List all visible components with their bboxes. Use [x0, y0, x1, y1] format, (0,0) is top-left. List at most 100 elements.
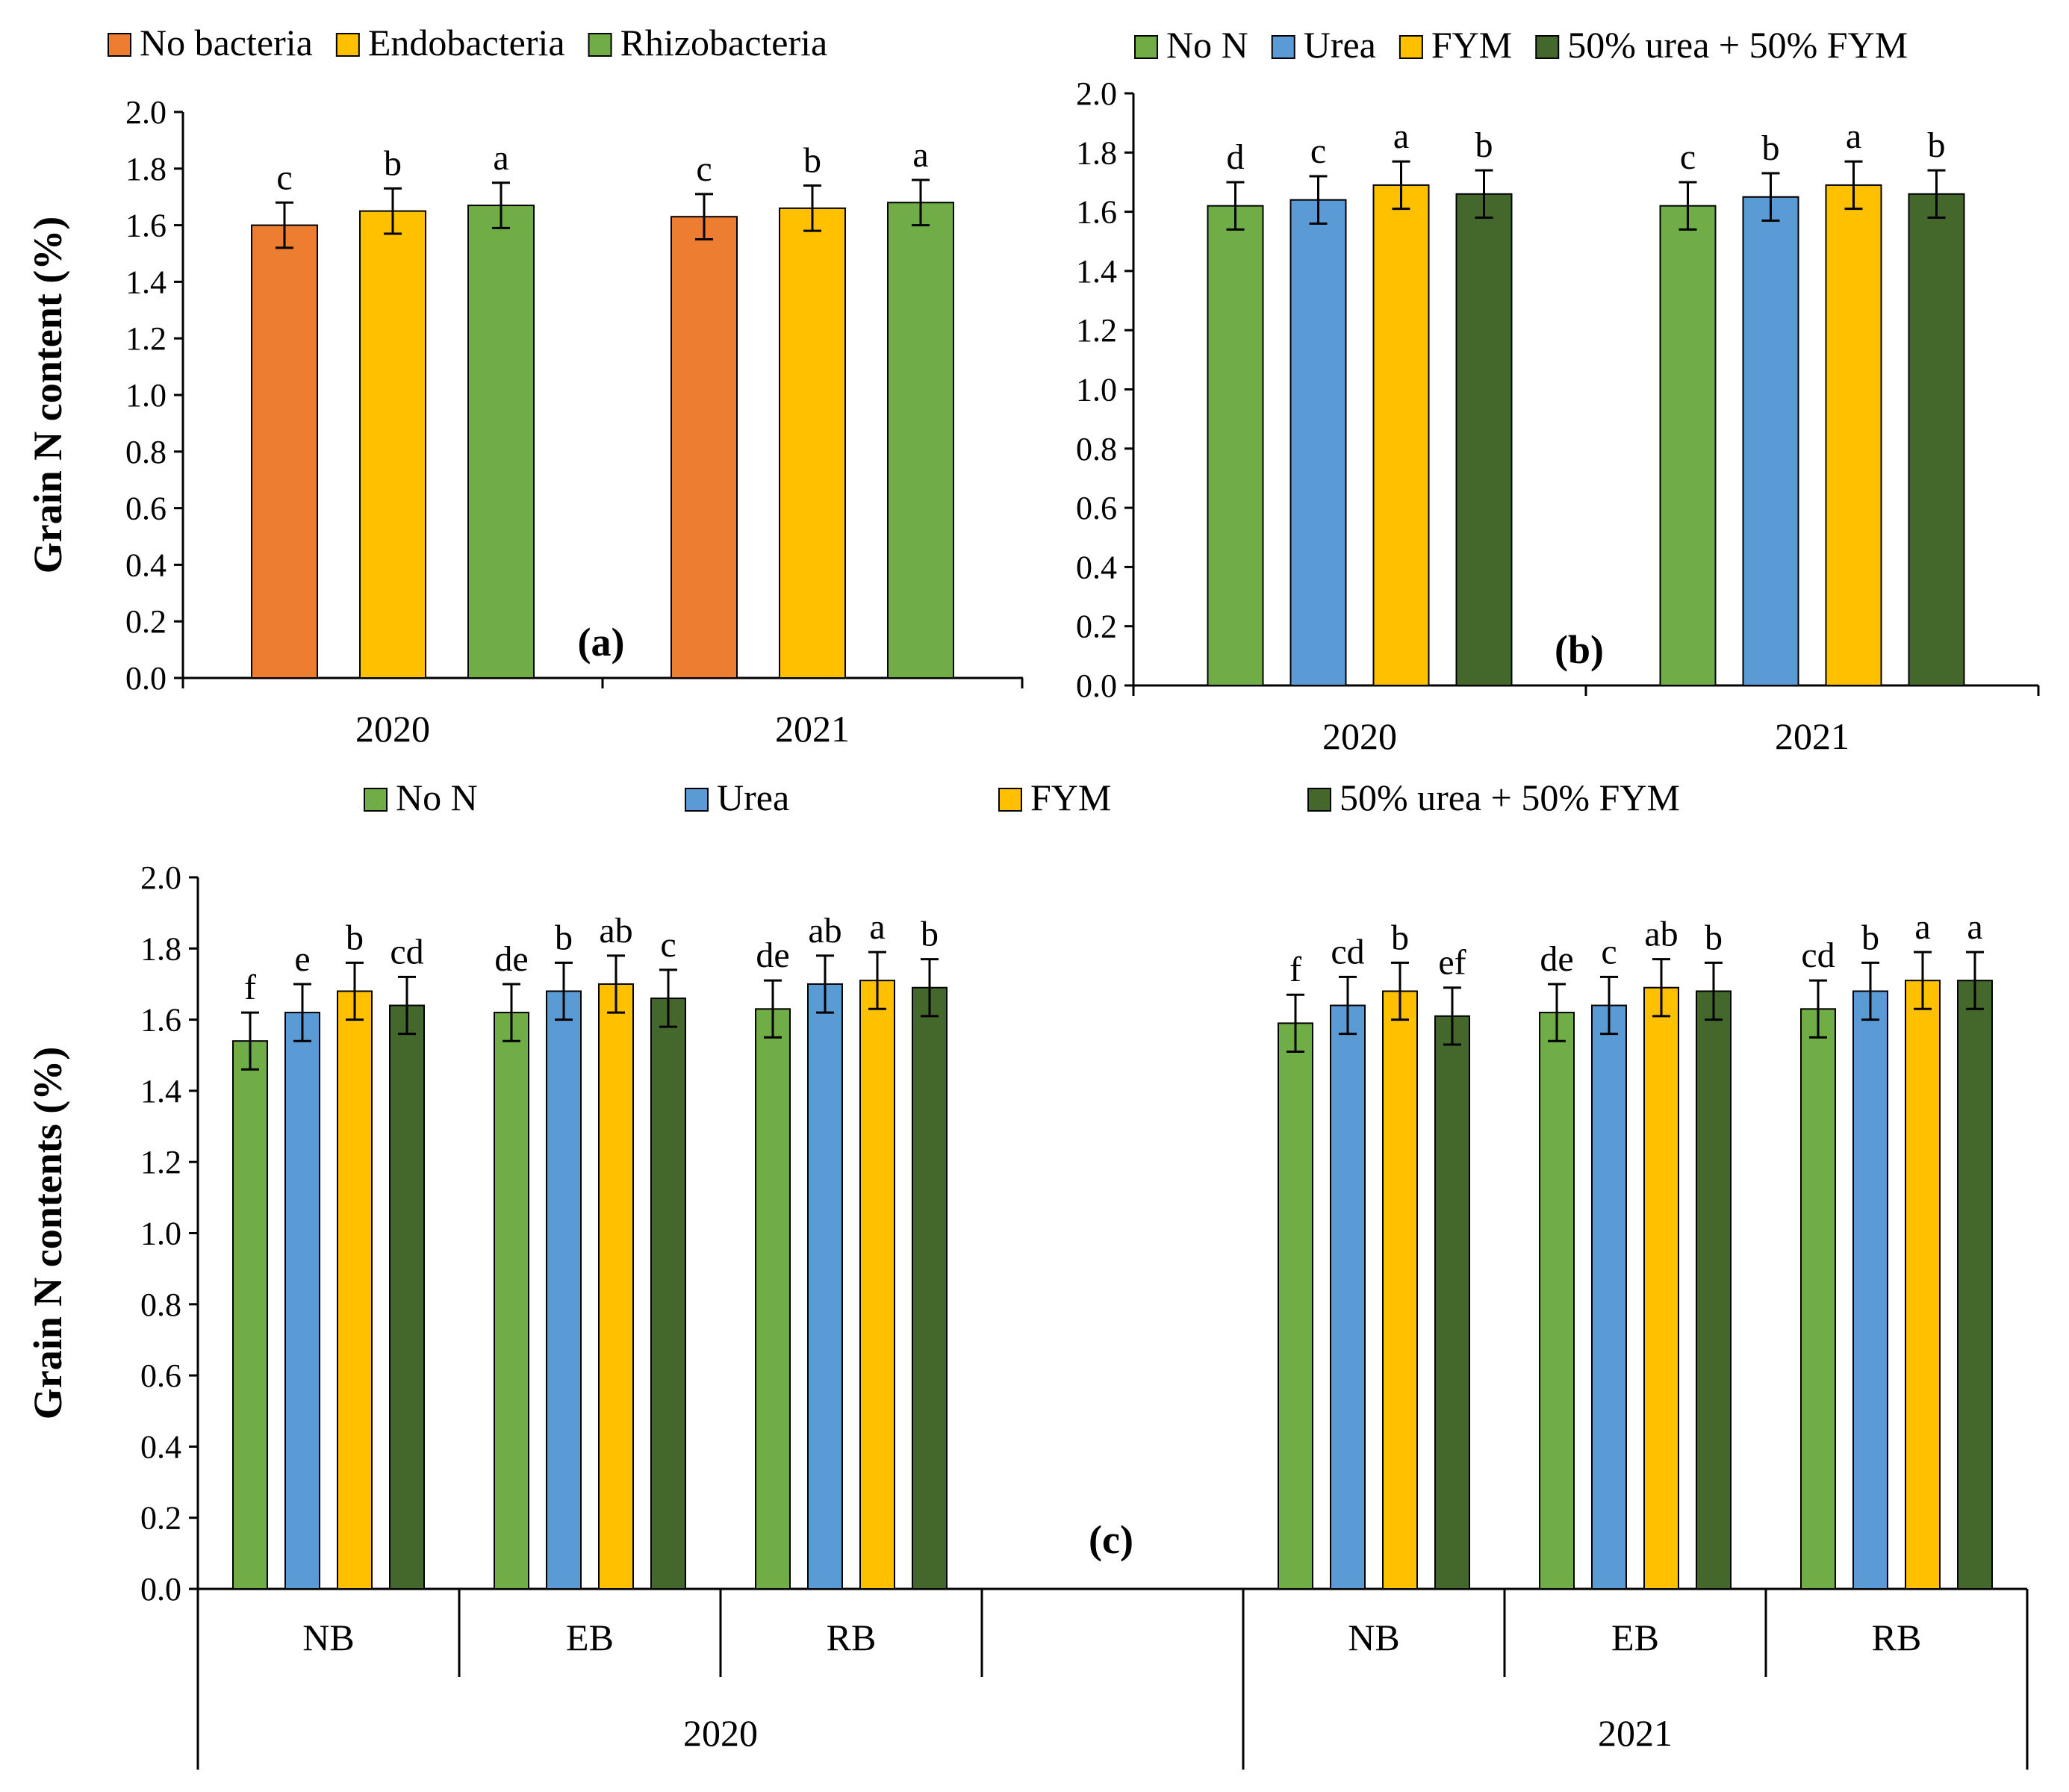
significance-letter: e [294, 939, 310, 979]
bar [1957, 980, 1993, 1590]
y-tick-label: 0.4 [1076, 549, 1117, 585]
legend-swatch [364, 788, 388, 812]
bar [1539, 1012, 1575, 1590]
bar [359, 210, 426, 679]
x-category-label: 2020 [355, 708, 430, 750]
chart-panel-c: 0.0 0.2 0.4 0.6 0.8 1.0 1.2 1.4 1.6 1.8 2.0 Grain N… [25, 777, 2029, 1770]
y-tick-label: 0.4 [140, 1428, 181, 1465]
y-tick-label: 0.6 [125, 491, 167, 527]
significance-letter: a [1846, 116, 1861, 156]
x-category-label: RB [1872, 1617, 1922, 1658]
significance-letter: b [1861, 918, 1879, 957]
bar [1696, 990, 1732, 1590]
significance-letter: cd [1801, 936, 1835, 975]
y-tick-label: 1.0 [140, 1216, 181, 1252]
bar [1207, 205, 1264, 687]
legend-label: Rhizobacteria [620, 22, 828, 63]
legend-label: 50% urea + 50% FYM [1340, 777, 1680, 818]
bar [232, 1040, 268, 1590]
bar [1643, 986, 1679, 1590]
y-tick-label: 0.2 [125, 603, 167, 640]
legend-swatch [1134, 35, 1158, 59]
significance-letter: b [921, 915, 939, 954]
chart-panel-a: 0.0 0.2 0.4 0.6 0.8 1.0 1.2 1.4 1.6 1.8 2.0 Grain N… [25, 22, 1024, 750]
y-tick-label: 0.8 [125, 434, 167, 470]
bar [546, 990, 582, 1590]
x-category-label: EB [566, 1617, 614, 1658]
legend-label: FYM [1030, 777, 1111, 818]
significance-letter: de [756, 936, 789, 975]
significance-letter: ab [599, 911, 632, 951]
significance-letter: a [493, 138, 508, 178]
significance-letter: d [1227, 137, 1245, 177]
y-tick-label: 1.6 [1076, 194, 1117, 231]
y-axis-title: Grain N content (%) [25, 217, 70, 573]
bar [650, 998, 686, 1590]
bar [467, 205, 535, 679]
significance-letter: a [1393, 116, 1409, 156]
significance-letter: ef [1438, 943, 1466, 983]
bar [1800, 1008, 1836, 1590]
bar [1659, 205, 1717, 687]
y-tick-label: 1.6 [125, 208, 167, 244]
y-tick-label: 1.0 [1076, 372, 1117, 408]
legend-swatch [1307, 788, 1331, 812]
chart-panel-b: 0.0 0.2 0.4 0.6 0.8 1.0 1.2 1.4 1.6 1.8 2.0 d c a b c b a… [1076, 24, 2040, 757]
y-tick-label: 1.8 [140, 930, 181, 967]
y-tick-label: 2.0 [125, 94, 167, 131]
y-tick-label: 0.8 [140, 1287, 181, 1323]
bar [337, 990, 373, 1590]
bar [1330, 1004, 1366, 1590]
legend-label: Urea [1304, 24, 1376, 66]
significance-letter: c [1680, 137, 1696, 177]
significance-letter: f [244, 968, 256, 1007]
bar [671, 216, 738, 679]
bar [1372, 184, 1430, 687]
x-group-label: 2021 [1598, 1712, 1673, 1754]
y-tick-label: 0.0 [140, 1571, 181, 1608]
bar [912, 986, 948, 1590]
panel-label: (a) [578, 620, 625, 665]
y-tick-label: 0.6 [1076, 490, 1117, 526]
bar [755, 1008, 791, 1590]
y-tick-label: 0.2 [140, 1500, 181, 1537]
bar [1742, 196, 1799, 686]
panel-label: (b) [1555, 627, 1604, 672]
legend-swatch [335, 33, 360, 57]
y-tick-label: 1.2 [125, 320, 167, 357]
significance-letter: b [346, 918, 364, 957]
x-category-label: 2021 [775, 708, 850, 750]
significance-letter: b [803, 141, 821, 181]
bar [598, 983, 634, 1590]
significance-letter: cd [390, 932, 423, 971]
significance-letter: c [1601, 932, 1617, 971]
bar [284, 1012, 320, 1590]
bar [1455, 193, 1513, 686]
y-tick-label: 0.4 [125, 547, 167, 583]
significance-letter: ab [808, 911, 841, 951]
y-tick-label: 2.0 [1076, 75, 1117, 112]
bar [1591, 1004, 1627, 1590]
y-tick-label: 1.0 [125, 377, 167, 414]
significance-letter: a [1914, 907, 1930, 947]
bar [1905, 980, 1941, 1590]
y-tick-label: 0.0 [125, 660, 167, 697]
bar [807, 983, 843, 1590]
y-tick-label: 0.8 [1076, 431, 1117, 467]
legend-swatch [1271, 35, 1295, 59]
bar [1825, 184, 1882, 687]
bar [1852, 990, 1888, 1590]
legend-label: No N [396, 777, 478, 818]
x-category-label: 2021 [1775, 715, 1849, 757]
bar [859, 980, 895, 1590]
bar [779, 207, 846, 679]
bar [887, 202, 954, 679]
legend-swatch [108, 33, 131, 57]
legend-swatch [685, 788, 709, 812]
significance-letter: de [1540, 939, 1573, 979]
legend-swatch [998, 788, 1022, 812]
significance-letter: a [1967, 907, 1982, 947]
bar [494, 1012, 529, 1590]
significance-letter: c [696, 149, 712, 189]
significance-letter: a [912, 135, 928, 175]
